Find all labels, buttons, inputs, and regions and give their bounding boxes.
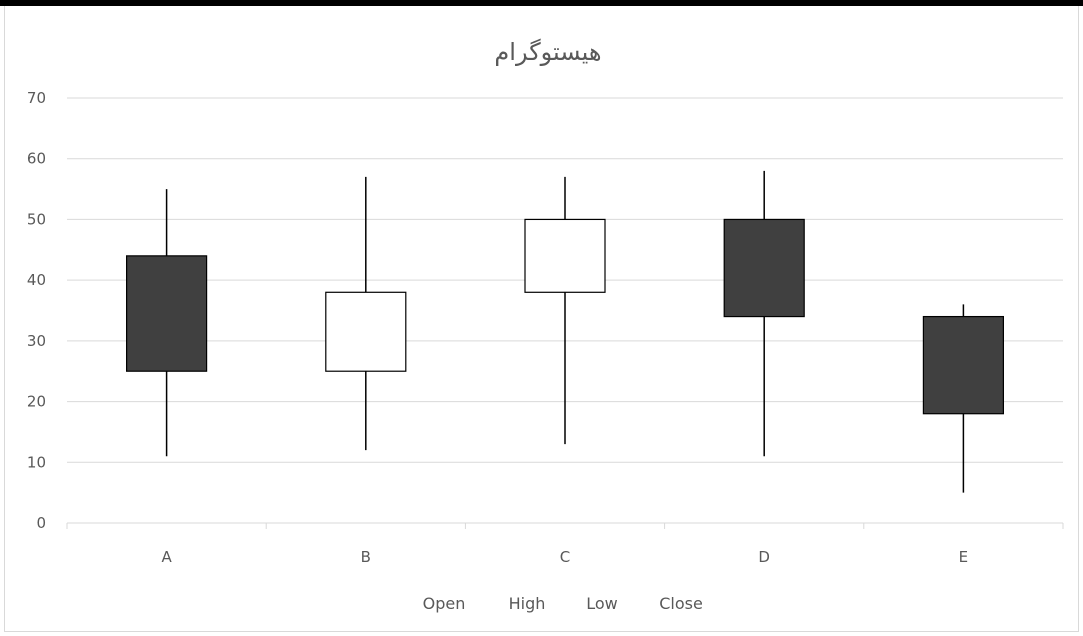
y-tick-label: 70 <box>27 89 46 107</box>
y-tick-label: 0 <box>36 514 46 532</box>
y-tick-label: 10 <box>27 453 46 471</box>
top-border <box>0 0 1083 6</box>
x-tick-label: B <box>361 548 371 566</box>
candles <box>125 170 1005 493</box>
candle-body-up <box>325 291 407 372</box>
y-tick-label: 40 <box>27 271 46 289</box>
legend-entry: Low <box>586 594 618 613</box>
legend-entry: Open <box>423 594 466 613</box>
chart-frame <box>4 6 1079 632</box>
x-axis-ticks: A B C D E <box>161 548 968 566</box>
candle-body-down <box>922 315 1005 415</box>
legend-entry: Close <box>659 594 703 613</box>
legend: Open High Low Close <box>423 594 703 613</box>
chart-title: هیستوگرام <box>494 38 601 66</box>
candle-body-down <box>125 255 208 372</box>
y-tick-label: 30 <box>27 332 46 350</box>
y-axis-ticks: 0 10 20 30 40 50 60 70 <box>27 89 46 532</box>
x-tick-label: E <box>959 548 968 566</box>
y-tick-label: 20 <box>27 393 46 411</box>
x-tick-label: A <box>161 548 172 566</box>
candle-body-up <box>524 218 606 293</box>
gridlines <box>66 97 1064 529</box>
y-tick-label: 50 <box>27 210 46 228</box>
x-tick-label: D <box>758 548 770 566</box>
x-tick-label: C <box>560 548 570 566</box>
candle-body-down <box>723 218 805 318</box>
legend-entry: High <box>509 594 546 613</box>
y-tick-label: 60 <box>27 150 46 168</box>
